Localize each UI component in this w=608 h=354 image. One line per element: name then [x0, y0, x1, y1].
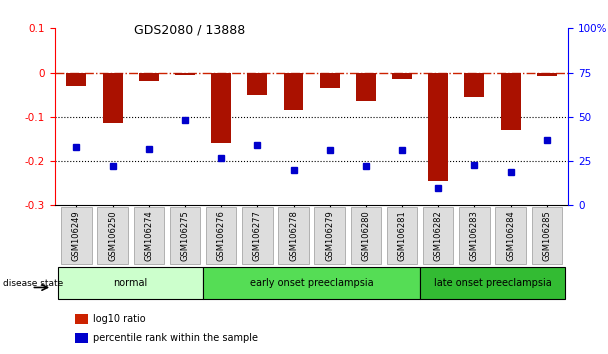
Bar	[320, 73, 340, 88]
FancyBboxPatch shape	[531, 206, 562, 264]
Bar	[75, 314, 88, 324]
Bar	[392, 73, 412, 79]
FancyBboxPatch shape	[97, 206, 128, 264]
Bar	[428, 73, 448, 181]
FancyBboxPatch shape	[387, 206, 417, 264]
FancyBboxPatch shape	[58, 267, 203, 299]
Text: late onset preeclampsia: late onset preeclampsia	[434, 278, 551, 288]
Bar	[75, 333, 88, 343]
Text: GSM106249: GSM106249	[72, 210, 81, 261]
FancyBboxPatch shape	[242, 206, 272, 264]
FancyBboxPatch shape	[203, 267, 420, 299]
Text: GSM106278: GSM106278	[289, 210, 298, 261]
FancyBboxPatch shape	[206, 206, 237, 264]
Text: GSM106250: GSM106250	[108, 210, 117, 261]
FancyBboxPatch shape	[278, 206, 309, 264]
Text: GSM106282: GSM106282	[434, 210, 443, 261]
Text: early onset preeclampsia: early onset preeclampsia	[250, 278, 373, 288]
FancyBboxPatch shape	[170, 206, 200, 264]
Bar	[356, 73, 376, 101]
Bar	[211, 73, 231, 143]
Bar	[139, 73, 159, 81]
FancyBboxPatch shape	[459, 206, 489, 264]
Text: GSM106280: GSM106280	[361, 210, 370, 261]
Text: GSM106276: GSM106276	[216, 210, 226, 261]
Bar	[247, 73, 268, 95]
Text: percentile rank within the sample: percentile rank within the sample	[93, 333, 258, 343]
FancyBboxPatch shape	[423, 206, 454, 264]
Bar	[103, 73, 123, 124]
Bar	[500, 73, 520, 130]
Text: GSM106284: GSM106284	[506, 210, 515, 261]
Bar	[66, 73, 86, 86]
Text: GSM106285: GSM106285	[542, 210, 551, 261]
Text: GSM106275: GSM106275	[181, 210, 190, 261]
Bar	[283, 73, 303, 110]
FancyBboxPatch shape	[314, 206, 345, 264]
Text: GSM106279: GSM106279	[325, 210, 334, 261]
FancyBboxPatch shape	[134, 206, 164, 264]
FancyBboxPatch shape	[420, 267, 565, 299]
Text: GSM106283: GSM106283	[470, 210, 479, 261]
Bar	[465, 73, 485, 97]
Bar	[537, 73, 557, 76]
FancyBboxPatch shape	[61, 206, 92, 264]
Text: GDS2080 / 13888: GDS2080 / 13888	[134, 23, 245, 36]
Text: disease state: disease state	[3, 279, 63, 288]
Text: GSM106274: GSM106274	[144, 210, 153, 261]
FancyBboxPatch shape	[351, 206, 381, 264]
FancyBboxPatch shape	[496, 206, 526, 264]
Text: GSM106277: GSM106277	[253, 210, 262, 261]
Text: GSM106281: GSM106281	[398, 210, 407, 261]
Text: normal: normal	[114, 278, 148, 288]
Text: log10 ratio: log10 ratio	[93, 314, 146, 324]
Bar	[175, 73, 195, 75]
